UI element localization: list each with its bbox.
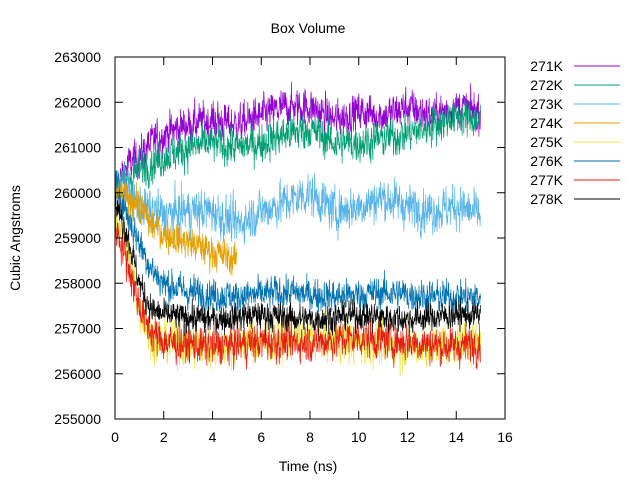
x-tick-label: 2 xyxy=(160,429,168,445)
series-line-273K xyxy=(114,165,481,246)
legend-label-275K: 275K xyxy=(530,134,563,150)
y-tick-label: 261000 xyxy=(54,140,101,156)
x-axis-label: Time (ns) xyxy=(279,458,338,474)
legend-label-272K: 272K xyxy=(530,77,563,93)
x-tick-label: 10 xyxy=(351,429,367,445)
series-layer xyxy=(114,81,481,377)
legend-label-276K: 276K xyxy=(530,153,563,169)
y-tick-label: 257000 xyxy=(54,321,101,337)
y-tick-label: 263000 xyxy=(54,49,101,65)
x-tick-label: 14 xyxy=(448,429,464,445)
legend-label-273K: 273K xyxy=(530,96,563,112)
series-line-276K xyxy=(114,169,481,320)
y-tick-label: 260000 xyxy=(54,185,101,201)
legend: 271K 272K 273K 274K 275K 276K 277K 278K xyxy=(530,58,620,207)
y-tick-label: 255000 xyxy=(54,411,101,427)
x-tick-label: 6 xyxy=(257,429,265,445)
x-tick-label: 12 xyxy=(400,429,416,445)
x-tick-label: 4 xyxy=(209,429,217,445)
legend-label-274K: 274K xyxy=(530,115,563,131)
legend-label-271K: 271K xyxy=(530,58,563,74)
series-line-278K xyxy=(114,190,481,337)
y-tick-label: 256000 xyxy=(54,366,101,382)
series-line-277K xyxy=(114,208,481,371)
series-line-271K xyxy=(114,81,481,202)
legend-label-278K: 278K xyxy=(530,191,563,207)
series-line-274K xyxy=(114,179,238,276)
y-tick-label: 258000 xyxy=(54,275,101,291)
x-tick-label: 0 xyxy=(111,429,119,445)
legend-label-277K: 277K xyxy=(530,172,563,188)
x-tick-label: 16 xyxy=(497,429,513,445)
x-tick-label: 8 xyxy=(306,429,314,445)
chart-title: Box Volume xyxy=(271,20,346,36)
y-tick-label: 259000 xyxy=(54,230,101,246)
tick-layer: 0 2 4 6 8 10 12 14 16 255000 256000 257000 258000 259… xyxy=(54,49,513,445)
y-axis-label: Cubic Angstroms xyxy=(7,185,23,291)
y-tick-label: 262000 xyxy=(54,94,101,110)
series-line-272K xyxy=(114,97,481,208)
